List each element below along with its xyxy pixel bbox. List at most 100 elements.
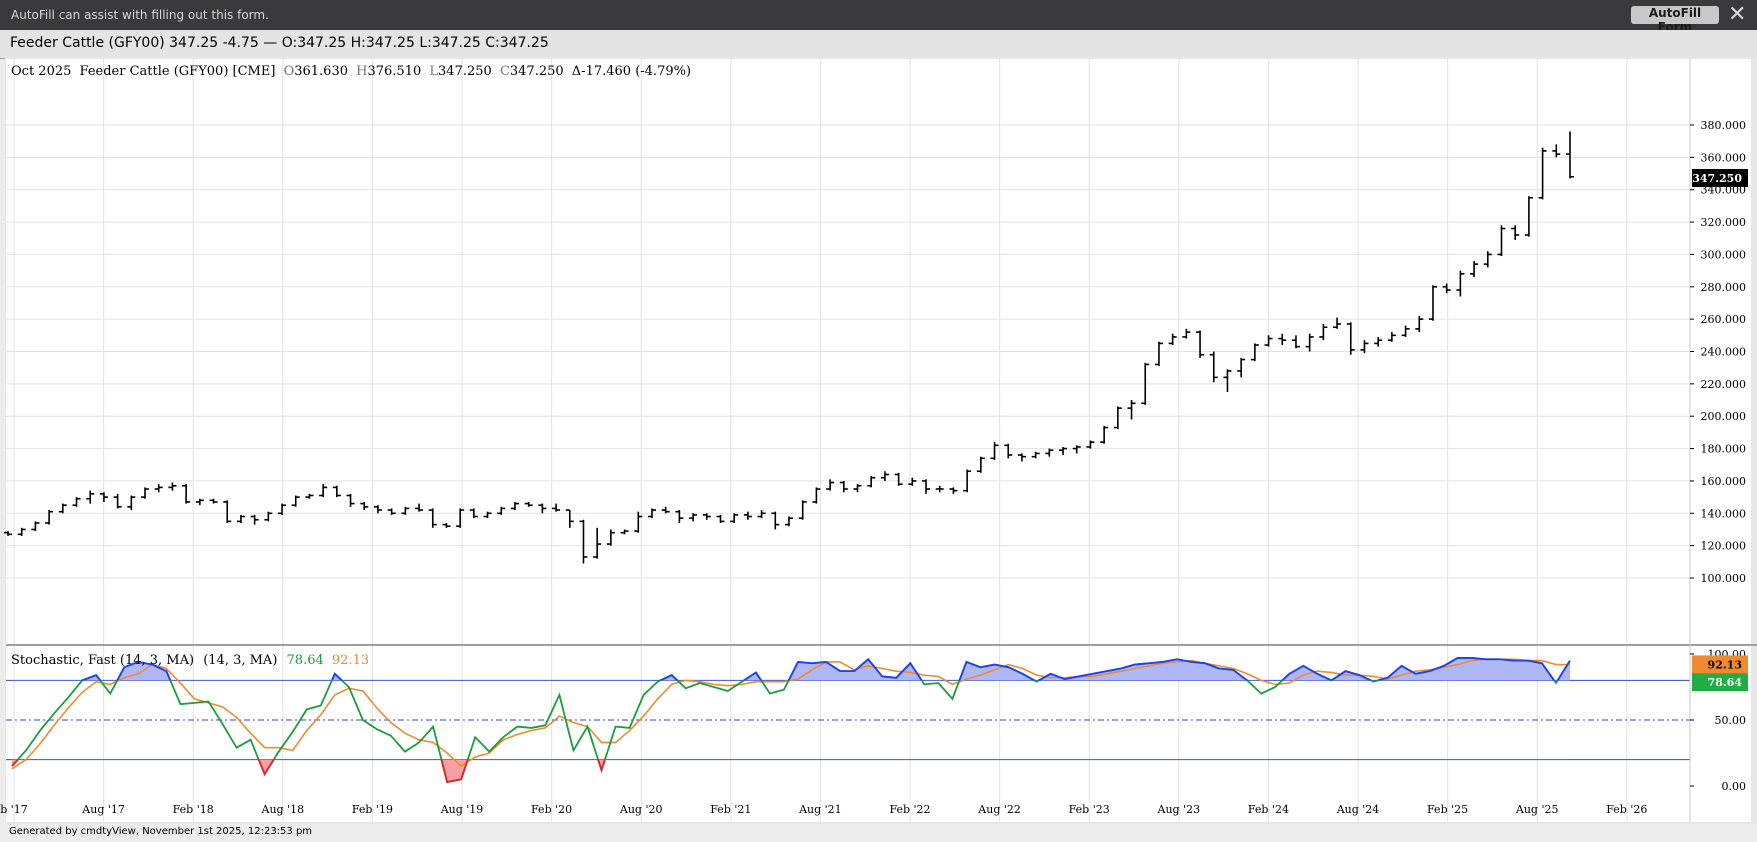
ohlc-bar xyxy=(17,527,26,536)
price-legend: Oct 2025 Feeder Cattle (GFY00) [CME] O36… xyxy=(11,64,691,79)
ohlc-bar xyxy=(278,503,287,515)
stoch-params: (14, 3, MA) xyxy=(203,653,277,668)
low-value: 347.250 xyxy=(438,64,492,79)
price-tick-label: 360.000 xyxy=(1701,151,1747,164)
ohlc-bar xyxy=(1360,340,1369,354)
ohlc-bar xyxy=(1237,357,1246,378)
ohlc-bar xyxy=(415,503,424,512)
ohlc-bar xyxy=(524,501,533,507)
ohlc-bar xyxy=(661,506,670,514)
ohlc-bar xyxy=(1100,425,1109,444)
ohlc-bar xyxy=(880,471,889,481)
time-tick-label: Aug '19 xyxy=(440,803,484,816)
ohlc-bar xyxy=(1141,362,1150,405)
ohlc-bar xyxy=(976,456,985,473)
ohlc-bar xyxy=(4,531,12,536)
ohlc-bar xyxy=(58,503,67,514)
ohlc-bar xyxy=(1442,283,1451,294)
time-tick-label: Aug '24 xyxy=(1336,803,1380,816)
ohlc-bar xyxy=(1552,144,1561,158)
ohlc-bar xyxy=(346,493,355,507)
price-bars xyxy=(4,131,1574,564)
ohlc-bar xyxy=(1305,333,1314,352)
ohlc-bar xyxy=(1250,343,1259,362)
time-axis: b '17 Aug '17 Feb '18 Aug '18 Feb '19 Aug '19… xyxy=(0,803,1647,816)
ohlc-bar xyxy=(538,503,547,514)
ohlc-bar xyxy=(1346,322,1355,355)
value-tags: 347.250 92.13 78.64 xyxy=(1692,168,1748,692)
autofill-form-button[interactable]: AutoFill Form xyxy=(1631,6,1719,34)
stoch-d-value: 92.13 xyxy=(332,653,369,668)
ohlc-bar xyxy=(771,511,780,530)
time-tick-label: Feb '26 xyxy=(1606,803,1647,816)
ohlc-bar xyxy=(1031,451,1040,459)
ohlc-bar xyxy=(1045,448,1054,457)
ohlc-bar xyxy=(647,508,656,519)
ohlc-bar xyxy=(442,522,451,528)
ohlc-bar xyxy=(1059,446,1068,456)
ohlc-bar xyxy=(497,506,506,515)
ohlc-bar xyxy=(990,442,999,460)
ohlc-bar xyxy=(1209,351,1218,383)
chart-background xyxy=(6,59,1751,822)
ohlc-bar xyxy=(1072,445,1081,454)
last-price-tag: 347.250 xyxy=(1692,168,1748,187)
ohlc-bar xyxy=(510,501,519,511)
ohlc-bar xyxy=(72,497,81,507)
ohlc-bar xyxy=(702,513,711,520)
ohlc-bar xyxy=(593,527,602,559)
stoch-d-line xyxy=(11,658,1570,770)
ohlc-bar xyxy=(1511,225,1520,240)
time-tick-label: Feb '25 xyxy=(1427,803,1468,816)
ohlc-bar xyxy=(1017,453,1026,462)
chart-header: Feeder Cattle (GFY00) 347.25 -4.75 — O:3… xyxy=(0,30,1757,59)
close-value: 347.250 xyxy=(510,64,564,79)
ohlc-bar xyxy=(1196,330,1205,358)
close-icon[interactable]: ✕ xyxy=(1728,2,1747,27)
ohlc-bar xyxy=(620,529,629,535)
change-value: Δ-17.460 (-4.79%) xyxy=(572,64,691,79)
ohlc-bar xyxy=(894,472,903,486)
ohlc-bar xyxy=(319,484,328,498)
ohlc-bar xyxy=(908,477,917,486)
time-tick-label: Feb '22 xyxy=(889,803,930,816)
time-tick-label: Feb '18 xyxy=(173,803,214,816)
ohlc-bar xyxy=(1264,335,1273,347)
time-tick-label: Aug '22 xyxy=(977,803,1021,816)
ohlc-bar xyxy=(1538,147,1547,200)
time-tick-label: Aug '20 xyxy=(619,803,663,816)
time-tick-label: Feb '20 xyxy=(531,803,572,816)
ohlc-bar xyxy=(1168,333,1177,346)
ohlc-bar xyxy=(1278,333,1287,346)
ohlc-bar xyxy=(1566,131,1574,179)
price-tick-label: 200.000 xyxy=(1701,410,1747,423)
stoch-d-tag: 92.13 xyxy=(1692,655,1748,674)
stoch-zone-fills xyxy=(12,657,1570,783)
ohlc-bar xyxy=(1470,260,1479,278)
ohlc-bar xyxy=(127,495,136,511)
ohlc-bar xyxy=(1497,225,1506,257)
time-tick-label: Aug '18 xyxy=(261,803,305,816)
ohlc-bar xyxy=(1333,317,1342,329)
ohlc-bar xyxy=(579,519,588,564)
ohlc-bar xyxy=(812,487,821,504)
ohlc-bar xyxy=(483,511,492,519)
ohlc-bar xyxy=(1456,270,1465,297)
ohlc-bar xyxy=(305,493,314,499)
high-value: 376.510 xyxy=(367,64,421,79)
price-tick-label: 100.000 xyxy=(1701,572,1747,585)
contract-label: Oct 2025 xyxy=(11,64,71,79)
ohlc-bar xyxy=(743,511,752,520)
ohlc-bar xyxy=(757,510,766,519)
ohlc-bar xyxy=(332,485,341,498)
price-tick-label: 120.000 xyxy=(1701,540,1747,553)
time-tick-label: Aug '21 xyxy=(798,803,842,816)
stoch-name: Stochastic, Fast (14, 3, MA) xyxy=(11,653,194,668)
stoch-k-line-oversold xyxy=(11,759,606,784)
ohlc-bar xyxy=(949,487,958,494)
time-tick-label: Aug '23 xyxy=(1157,803,1201,816)
ohlc-bar xyxy=(839,480,848,493)
ohlc-bar xyxy=(730,513,739,523)
ohlc-bar xyxy=(1524,196,1533,237)
ohlc-bar xyxy=(360,501,369,511)
